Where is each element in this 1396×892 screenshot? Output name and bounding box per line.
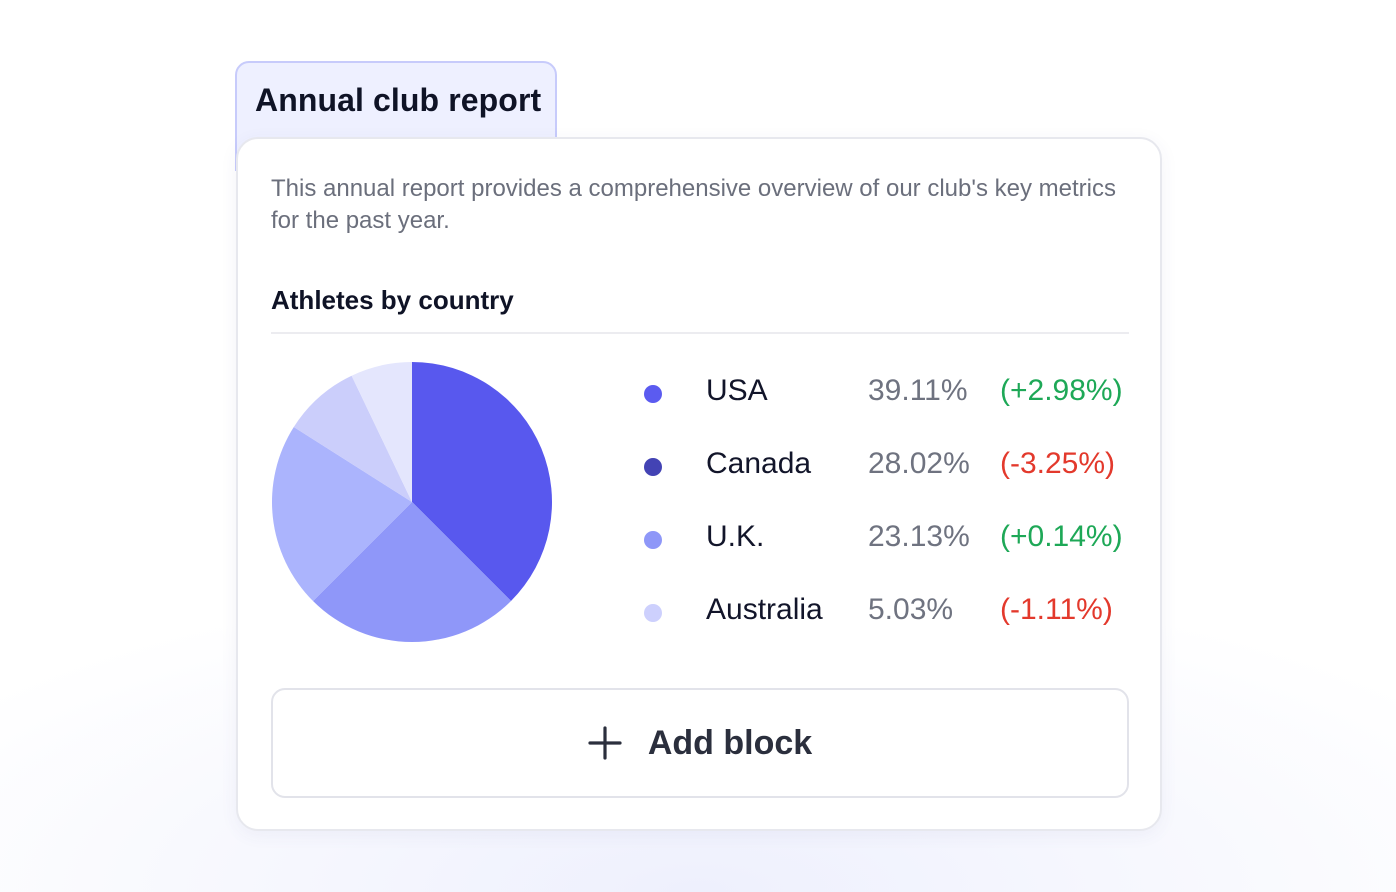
legend-country: Canada bbox=[706, 447, 812, 480]
legend-percentage: 39.11% bbox=[868, 374, 968, 407]
legend-percentage: 23.13% bbox=[868, 520, 970, 553]
chart-legend: USA 39.11% (+2.98%) Canada 28.02% (-3.25… bbox=[634, 357, 1134, 649]
section-divider bbox=[271, 332, 1129, 334]
legend-dot bbox=[644, 385, 662, 403]
report-card: This annual report provides a comprehens… bbox=[236, 137, 1162, 831]
pie-slice-3 bbox=[272, 426, 412, 601]
pie-slice-4 bbox=[293, 375, 412, 502]
legend-country: Australia bbox=[706, 593, 823, 626]
pie-chart bbox=[272, 362, 552, 642]
legend-row-usa: USA 39.11% (+2.98%) bbox=[634, 357, 1134, 430]
legend-row-australia: Australia 5.03% (-1.11%) bbox=[634, 576, 1134, 649]
legend-row-canada: Canada 28.02% (-3.25%) bbox=[634, 430, 1134, 503]
legend-change: (-1.11%) bbox=[1000, 593, 1113, 626]
pie-slice-1 bbox=[412, 362, 552, 601]
report-title: Annual club report bbox=[255, 82, 542, 118]
legend-row-uk: U.K. 23.13% (+0.14%) bbox=[634, 503, 1134, 576]
legend-country: U.K. bbox=[706, 520, 765, 553]
legend-change: (+2.98%) bbox=[1000, 374, 1123, 407]
pie-slice-5 bbox=[351, 362, 412, 502]
legend-country: USA bbox=[706, 374, 768, 407]
add-block-label: Add block bbox=[647, 723, 813, 762]
legend-dot bbox=[644, 531, 662, 549]
add-block-button[interactable]: Add block bbox=[271, 688, 1129, 798]
report-description: This annual report provides a comprehens… bbox=[271, 175, 1116, 234]
section-title: Athletes by country bbox=[271, 285, 514, 315]
plus-icon bbox=[588, 726, 622, 760]
legend-percentage: 28.02% bbox=[868, 447, 970, 480]
pie-slice-2 bbox=[313, 502, 511, 642]
legend-percentage: 5.03% bbox=[868, 593, 954, 626]
legend-change: (+0.14%) bbox=[1000, 520, 1123, 553]
legend-change: (-3.25%) bbox=[1000, 447, 1116, 480]
legend-dot bbox=[644, 458, 662, 476]
legend-dot bbox=[644, 604, 662, 622]
